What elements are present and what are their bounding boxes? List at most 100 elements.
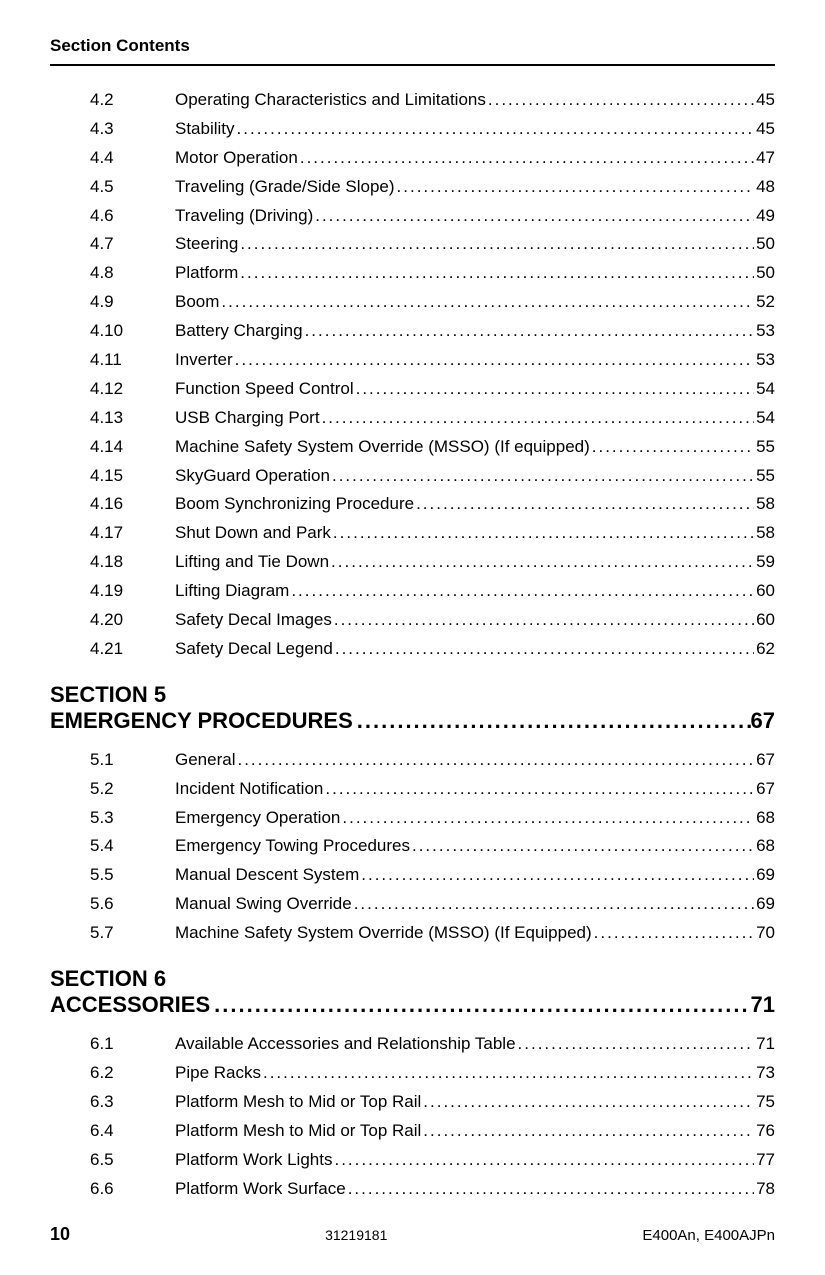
toc-row: 5.1General67	[90, 746, 775, 775]
toc-page: 49	[754, 202, 775, 231]
toc-number: 5.5	[90, 861, 175, 890]
toc-page: 62	[754, 635, 775, 664]
toc-page: 75	[754, 1088, 775, 1117]
toc-page: 45	[754, 115, 775, 144]
toc-number: 4.19	[90, 577, 175, 606]
toc-page: 68	[754, 804, 775, 833]
leader-dots	[395, 173, 755, 202]
section-6-heading: SECTION 6 ACCESSORIES 71	[50, 966, 775, 1018]
toc-page: 55	[754, 462, 775, 491]
toc-title: Platform Mesh to Mid or Top Rail	[175, 1088, 421, 1117]
toc-page: 69	[754, 861, 775, 890]
toc-page: 52	[754, 288, 775, 317]
toc-title: Function Speed Control	[175, 375, 354, 404]
toc-row: 4.6Traveling (Driving)49	[90, 202, 775, 231]
toc-page: 69	[754, 890, 775, 919]
toc-row: 6.3Platform Mesh to Mid or Top Rail 75	[90, 1088, 775, 1117]
leader-dots	[332, 606, 754, 635]
toc-page: 60	[754, 577, 775, 606]
toc-row: 4.15SkyGuard Operation55	[90, 462, 775, 491]
toc-number: 4.18	[90, 548, 175, 577]
toc-number: 4.11	[90, 346, 175, 375]
toc-title: Platform Work Surface	[175, 1175, 346, 1204]
toc-number: 4.10	[90, 317, 175, 346]
leader-dots	[233, 346, 754, 375]
toc-title: Available Accessories and Relationship T…	[175, 1030, 516, 1059]
section-5-title: EMERGENCY PROCEDURES	[50, 708, 353, 734]
leader-dots	[414, 490, 754, 519]
leader-dots	[313, 202, 754, 231]
toc-row: 6.4Platform Mesh to Mid or Top Rail76	[90, 1117, 775, 1146]
leader-dots	[486, 86, 754, 115]
toc-row: 4.13USB Charging Port54	[90, 404, 775, 433]
toc-number: 4.2	[90, 86, 175, 115]
section-5-label: SECTION 5	[50, 682, 775, 708]
toc-row: 6.5Platform Work Lights77	[90, 1146, 775, 1175]
toc-row: 4.14Machine Safety System Override (MSSO…	[90, 433, 775, 462]
toc-title: General	[175, 746, 235, 775]
toc-row: 4.17Shut Down and Park58	[90, 519, 775, 548]
leader-dots	[340, 804, 754, 833]
section-6-title-row: ACCESSORIES 71	[50, 992, 775, 1018]
toc-title: Boom	[175, 288, 219, 317]
toc-title: Stability	[175, 115, 235, 144]
toc-row: 4.11Inverter53	[90, 346, 775, 375]
section-5-heading: SECTION 5 EMERGENCY PROCEDURES 67	[50, 682, 775, 734]
leader-dots	[329, 548, 754, 577]
toc-title: Inverter	[175, 346, 233, 375]
toc-number: 6.6	[90, 1175, 175, 1204]
toc-title: Lifting Diagram	[175, 577, 289, 606]
page-footer: 10 31219181 E400An, E400AJPn	[50, 1224, 775, 1245]
toc-row: 4.2Operating Characteristics and Limitat…	[90, 86, 775, 115]
header-title: Section Contents	[50, 36, 190, 55]
toc-page: 55	[754, 433, 775, 462]
toc-title: Manual Descent System	[175, 861, 359, 890]
toc-title: Motor Operation	[175, 144, 298, 173]
toc-row: 4.8Platform50	[90, 259, 775, 288]
toc-page: 54	[754, 375, 775, 404]
toc-row: 6.1Available Accessories and Relationshi…	[90, 1030, 775, 1059]
leader-dots	[261, 1059, 754, 1088]
leader-dots	[235, 115, 755, 144]
leader-dots	[346, 1175, 754, 1204]
toc-page: 68	[754, 832, 775, 861]
toc-row: 5.4Emergency Towing Procedures68	[90, 832, 775, 861]
leader-dots	[330, 462, 754, 491]
toc-block-5: 5.1General675.2Incident Notification675.…	[90, 746, 775, 948]
leader-dots	[332, 1146, 754, 1175]
toc-title: Machine Safety System Override (MSSO) (I…	[175, 433, 590, 462]
toc-number: 6.4	[90, 1117, 175, 1146]
toc-number: 4.3	[90, 115, 175, 144]
footer-doc-id: 31219181	[325, 1227, 387, 1243]
toc-page: 54	[754, 404, 775, 433]
toc-number: 6.2	[90, 1059, 175, 1088]
toc-number: 4.21	[90, 635, 175, 664]
toc-page: 78	[754, 1175, 775, 1204]
toc-row: 4.3Stability 45	[90, 115, 775, 144]
section-6-page: 71	[751, 992, 775, 1018]
toc-row: 4.12Function Speed Control54	[90, 375, 775, 404]
toc-number: 5.3	[90, 804, 175, 833]
toc-number: 4.5	[90, 173, 175, 202]
footer-page-number: 10	[50, 1224, 70, 1245]
toc-page: 50	[754, 259, 775, 288]
toc-number: 6.3	[90, 1088, 175, 1117]
toc-title: USB Charging Port	[175, 404, 320, 433]
toc-row: 6.6Platform Work Surface 78	[90, 1175, 775, 1204]
toc-page: 76	[754, 1117, 775, 1146]
leader-dots	[323, 775, 754, 804]
toc-row: 4.19Lifting Diagram 60	[90, 577, 775, 606]
leader-dots	[421, 1117, 754, 1146]
leader-dots	[353, 708, 751, 734]
toc-page: 58	[754, 519, 775, 548]
toc-number: 4.14	[90, 433, 175, 462]
toc-title: Safety Decal Legend	[175, 635, 333, 664]
leader-dots	[592, 919, 754, 948]
toc-title: SkyGuard Operation	[175, 462, 330, 491]
section-5-title-row: EMERGENCY PROCEDURES 67	[50, 708, 775, 734]
toc-row: 5.3Emergency Operation68	[90, 804, 775, 833]
leader-dots	[210, 992, 750, 1018]
toc-title: Operating Characteristics and Limitation…	[175, 86, 486, 115]
leader-dots	[238, 259, 754, 288]
toc-page: 67	[754, 775, 775, 804]
